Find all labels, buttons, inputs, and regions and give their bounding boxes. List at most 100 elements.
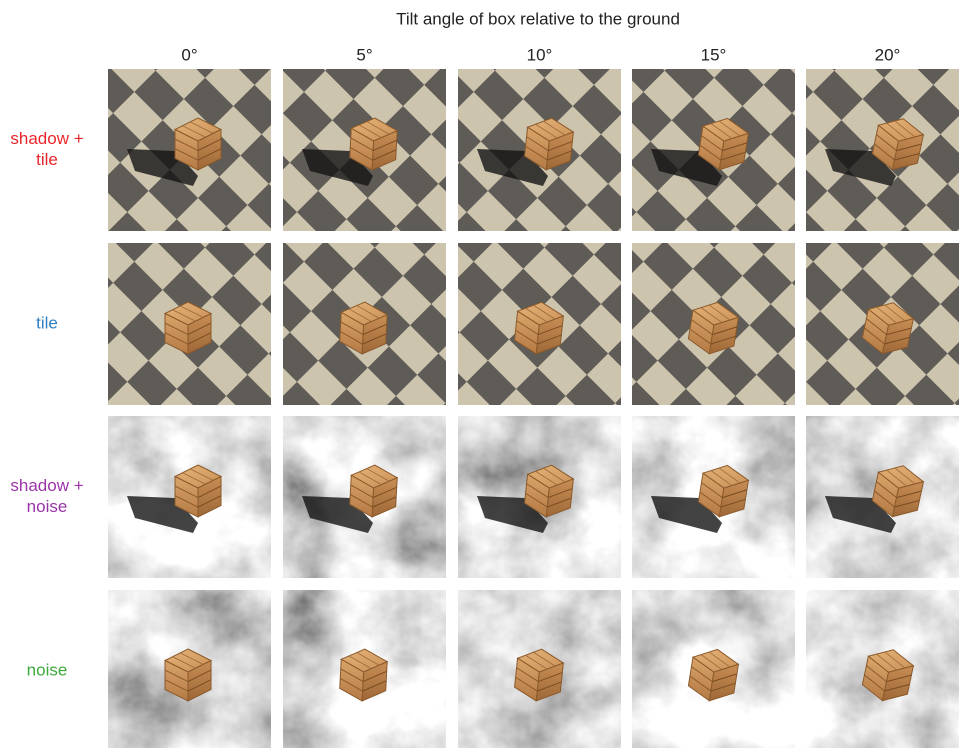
crate-plank <box>894 120 916 138</box>
crate-plank <box>543 467 566 483</box>
crate <box>524 117 575 171</box>
crate-plank <box>538 325 563 336</box>
crate-plank <box>874 490 895 508</box>
crate-plank <box>864 327 885 345</box>
render-image <box>632 243 795 405</box>
crate-plank <box>362 323 387 336</box>
crate-right <box>545 478 574 518</box>
crate-plank <box>710 470 733 486</box>
crate-plank <box>525 492 548 508</box>
crate-plank <box>886 327 912 336</box>
crate-plank <box>894 467 916 485</box>
crate-plank <box>190 468 214 481</box>
crate <box>687 648 740 702</box>
crate-plank <box>537 334 562 345</box>
crate-plank <box>372 149 397 161</box>
crate-right <box>881 665 915 702</box>
crate-plank <box>543 120 566 136</box>
crate-plank <box>372 496 397 508</box>
crate-plank <box>548 488 573 499</box>
render-image <box>458 416 621 578</box>
crate-plank <box>886 674 912 683</box>
row-label: shadow + <box>10 476 83 495</box>
render-image <box>108 416 271 578</box>
crate-plank <box>722 489 748 499</box>
crate-right <box>187 312 212 355</box>
crate-plank <box>172 656 196 669</box>
crate-plank <box>362 333 387 345</box>
crate-plank <box>197 148 222 161</box>
crate-right <box>881 318 915 355</box>
crate-plank <box>366 121 390 135</box>
crate-plank <box>350 484 374 499</box>
crate-plank <box>356 305 380 319</box>
column-label: 0° <box>181 45 197 64</box>
crate-plank <box>515 676 538 692</box>
crate-plank <box>526 136 549 152</box>
crate <box>524 464 575 518</box>
row-label: tile <box>36 150 58 169</box>
crate-plank <box>525 307 548 323</box>
render-image <box>283 590 446 748</box>
crate-plank <box>525 654 548 670</box>
crate-plank <box>896 143 922 152</box>
column-label: 5° <box>356 45 372 64</box>
render-image <box>632 416 795 578</box>
crate-plank <box>350 147 373 161</box>
crate-plank <box>712 673 738 683</box>
crate-plank <box>535 123 558 139</box>
crate-plank <box>547 150 572 161</box>
crate-plank <box>708 304 731 321</box>
crate-plank <box>718 467 741 484</box>
crate <box>871 465 925 518</box>
crate-plank <box>180 305 204 318</box>
render-image <box>458 590 621 748</box>
crate-plank <box>187 332 212 345</box>
crate-plank <box>689 328 712 345</box>
crate-plank <box>174 485 199 499</box>
crate-plank <box>720 151 746 161</box>
crate <box>173 117 223 171</box>
render-image <box>108 69 271 231</box>
crate <box>163 301 213 355</box>
crate-plank <box>896 490 922 499</box>
render-image <box>806 416 959 578</box>
crate-plank <box>164 679 189 692</box>
crate-plank <box>350 494 373 508</box>
crate-plank <box>535 470 558 486</box>
crate-plank <box>886 122 907 140</box>
render-image <box>806 590 959 748</box>
crate-plank <box>358 124 382 138</box>
crate-right <box>535 315 564 355</box>
crate-plank <box>710 682 736 692</box>
crate-plank <box>701 482 723 499</box>
crate-plank <box>866 318 887 336</box>
crate <box>349 464 399 518</box>
crate <box>514 648 565 702</box>
crate-plank <box>182 472 206 485</box>
render-image <box>283 69 446 231</box>
crate-plank <box>548 141 573 152</box>
crate-plank <box>886 469 907 487</box>
crate-plank <box>366 468 390 482</box>
crate-right <box>708 663 740 702</box>
crate-plank <box>884 304 906 322</box>
crate-right <box>371 129 398 171</box>
row-label: shadow + <box>10 129 83 148</box>
crate-plank <box>691 666 713 683</box>
crate-plank <box>164 322 189 336</box>
crate-plank <box>864 674 885 692</box>
crate-plank <box>372 139 397 152</box>
crate-plank <box>710 335 736 345</box>
crate <box>697 117 750 171</box>
crate-plank <box>701 135 723 152</box>
crate <box>861 649 915 702</box>
crate-plank <box>720 498 746 508</box>
render-image <box>458 69 621 231</box>
crate-plank <box>362 680 387 692</box>
row-label: noise <box>27 497 68 516</box>
crate-right <box>361 313 388 355</box>
crate-right <box>361 660 388 702</box>
crate-plank <box>182 125 206 138</box>
